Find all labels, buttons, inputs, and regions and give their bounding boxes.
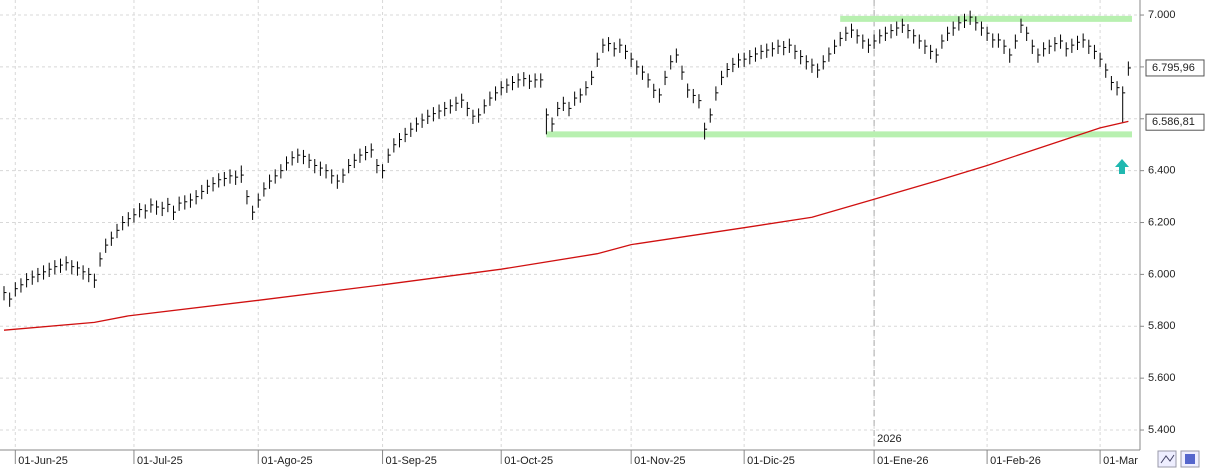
x-tick-label: 01-Jun-25 — [18, 455, 68, 467]
signal-arrow — [1115, 159, 1129, 174]
zoom-icon — [1160, 454, 1175, 464]
y-tick-label: 6.400 — [1148, 165, 1176, 177]
price-label: 6.586,81 — [1152, 116, 1195, 128]
price-label: 6.795,96 — [1152, 62, 1195, 74]
grid — [0, 0, 1140, 450]
y-tick-label: 7.000 — [1148, 9, 1176, 21]
x-tick-label: 01-Ene-26 — [877, 455, 928, 467]
price-label-box — [1145, 59, 1205, 77]
moving-average — [3, 120, 1129, 331]
y-tick-label: 5.600 — [1148, 372, 1176, 384]
x-tick-label: 01-Nov-25 — [634, 455, 685, 467]
plot — [3, 10, 1132, 331]
zoom-button[interactable] — [1157, 450, 1177, 468]
y-tick-label: 5.400 — [1148, 424, 1176, 436]
toolbar — [1157, 450, 1200, 468]
x-tick-label: 01-Jul-25 — [137, 455, 183, 467]
x-tick-label: 01-Mar — [1103, 455, 1138, 467]
y-tick-label: 6.000 — [1148, 268, 1176, 280]
price-label-box — [1145, 113, 1205, 131]
x-tick-label: 01-Feb-26 — [990, 455, 1041, 467]
y-tick-label: 6.200 — [1148, 216, 1176, 228]
y-tick-label: 5.800 — [1148, 320, 1176, 332]
x-tick-label: 01-Ago-25 — [261, 455, 312, 467]
x-tick-label: 01-Oct-25 — [504, 455, 553, 467]
save-icon — [1185, 454, 1195, 464]
year-label: 2026 — [877, 433, 901, 445]
x-tick-label: 01-Sep-25 — [386, 455, 437, 467]
x-tick-label: 01-Dic-25 — [747, 455, 795, 467]
